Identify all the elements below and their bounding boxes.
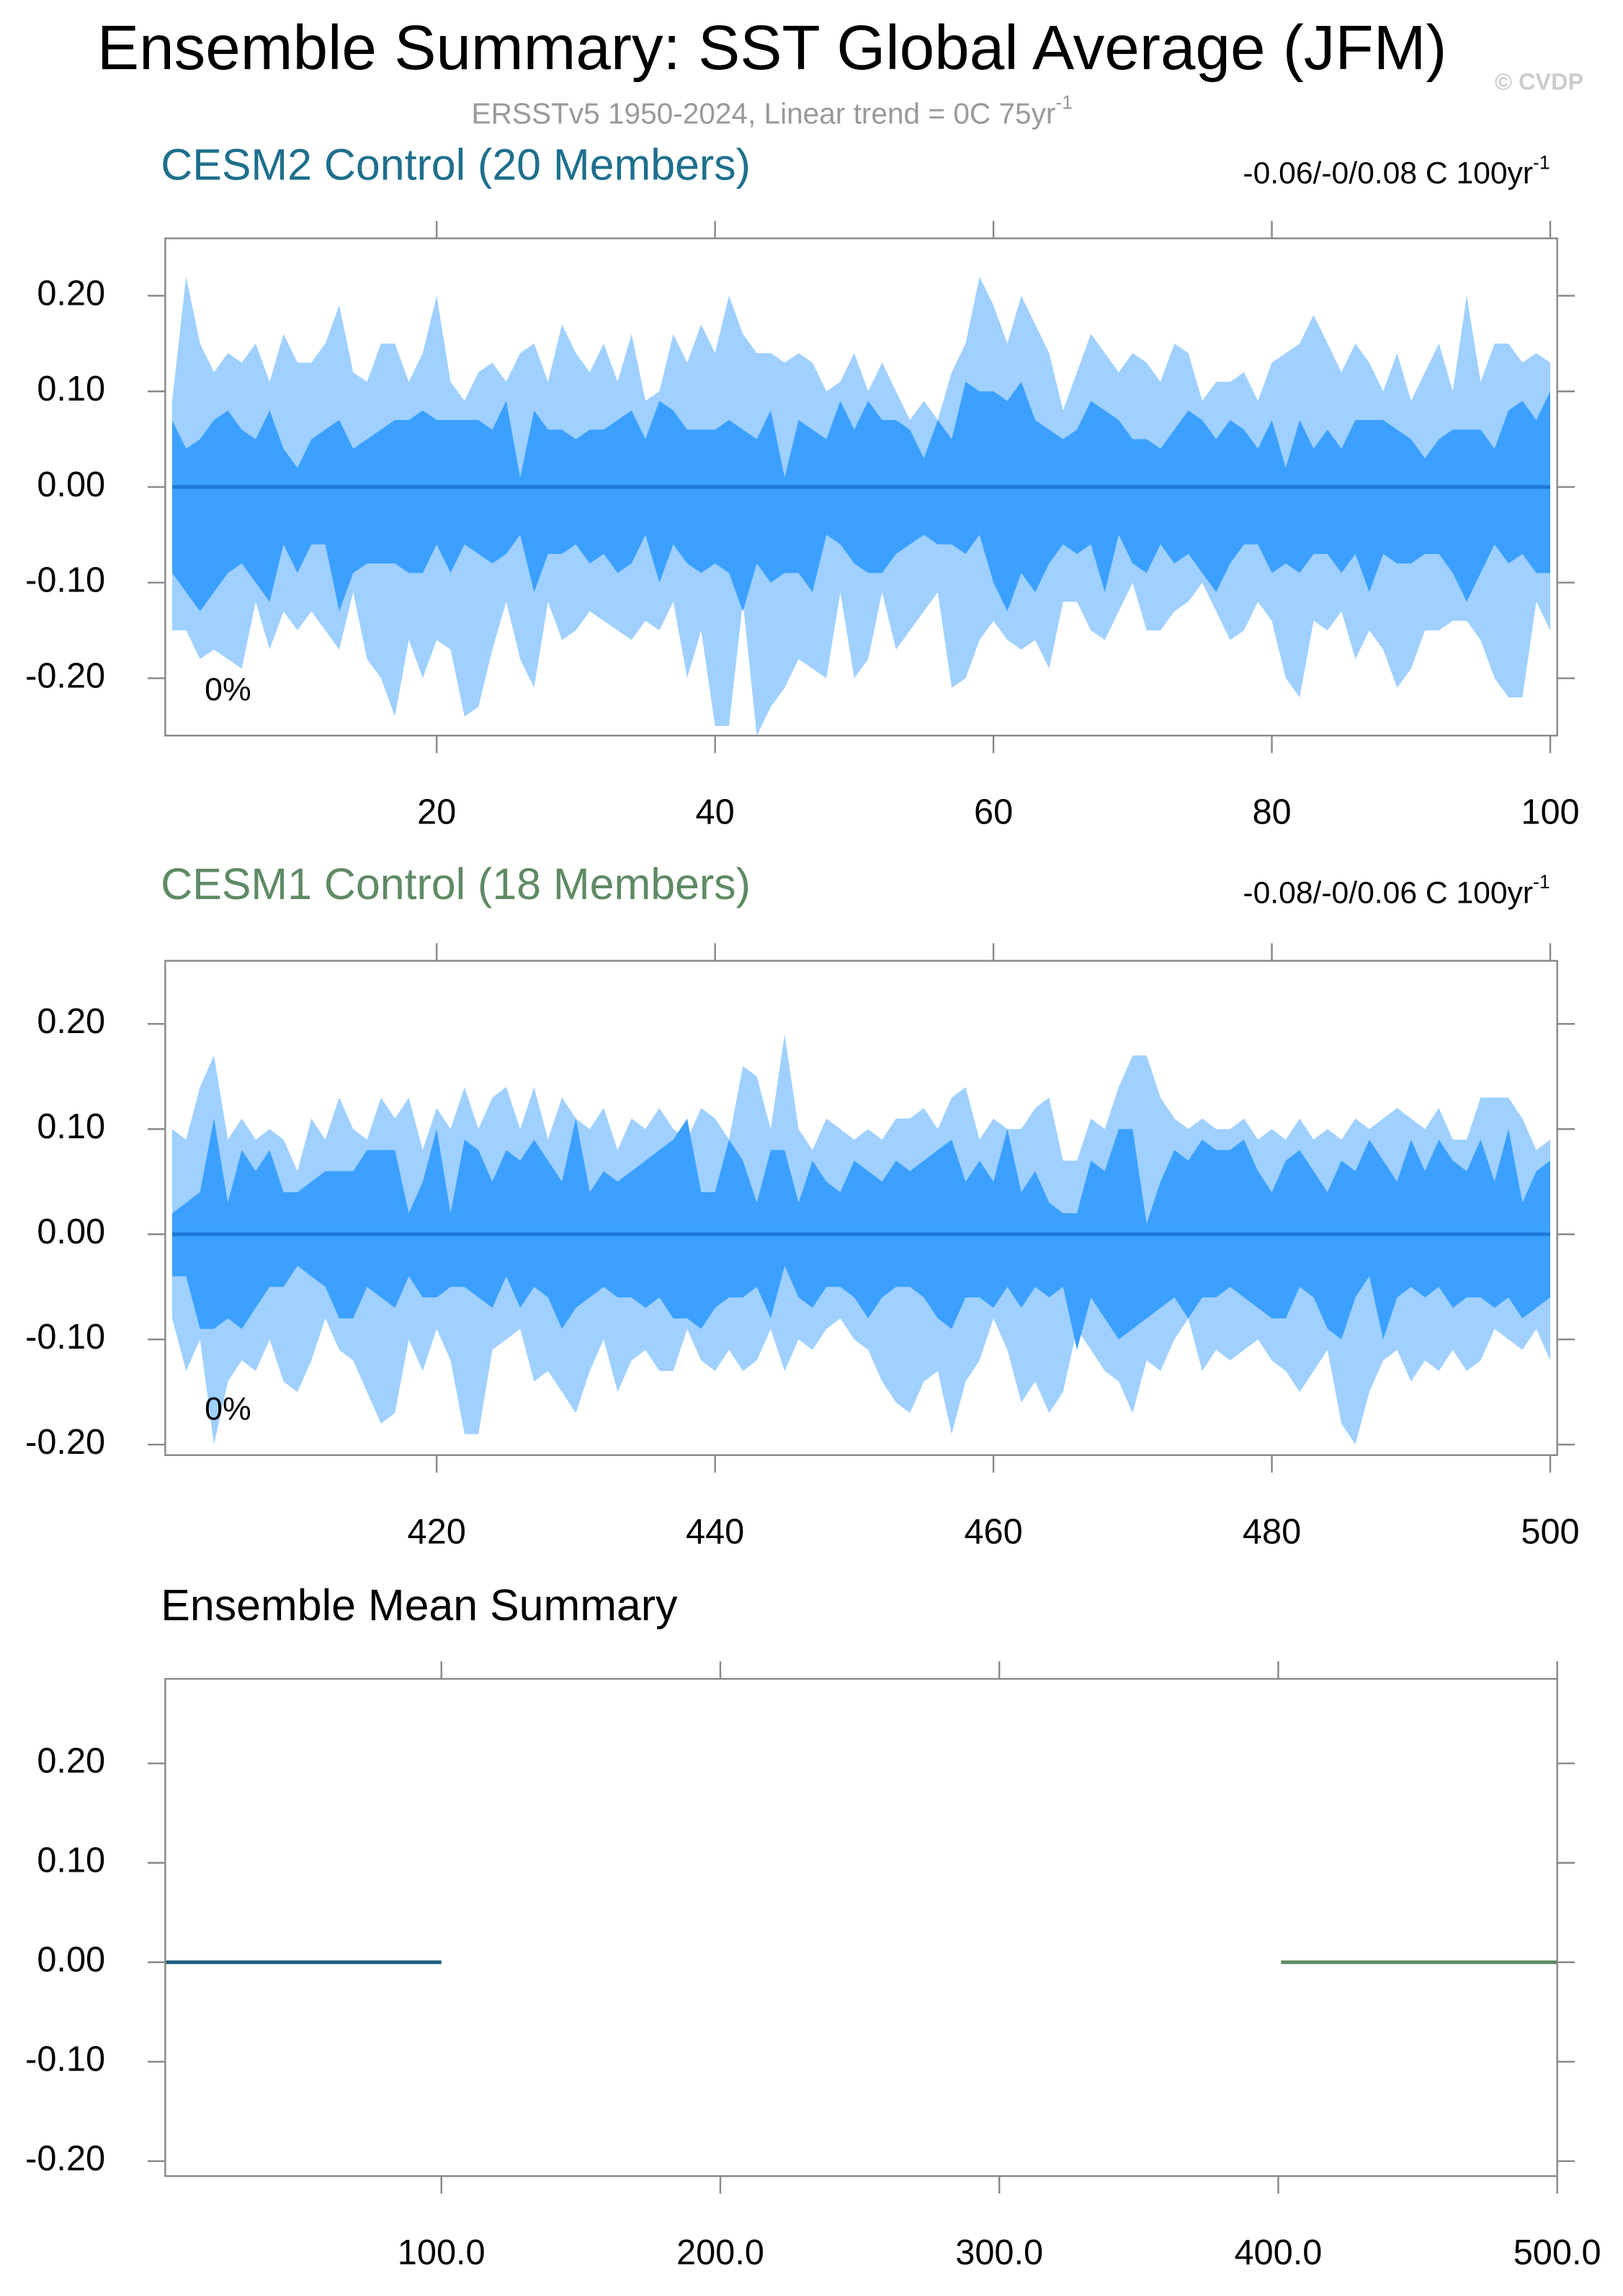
y-tick-label: -0.10 xyxy=(25,561,105,600)
x-tick-label: 480 xyxy=(1243,1512,1301,1551)
x-tick-label: 100 xyxy=(1521,793,1579,832)
y-tick-label: 0.00 xyxy=(37,1212,105,1251)
y-tick-label: 0.10 xyxy=(37,1841,105,1880)
x-tick-label: 300.0 xyxy=(955,2233,1043,2272)
x-tick-label: 60 xyxy=(974,793,1013,832)
x-tick-label: 200.0 xyxy=(676,2233,764,2272)
x-tick-label: 400.0 xyxy=(1234,2233,1322,2272)
x-tick-label: 420 xyxy=(408,1512,466,1551)
spread-band xyxy=(172,381,1551,612)
x-tick-label: 500 xyxy=(1521,1512,1579,1551)
y-tick-label: -0.10 xyxy=(25,2040,105,2079)
y-tick-label: 0.10 xyxy=(37,370,105,408)
y-tick-label: 0.20 xyxy=(37,274,105,313)
panel-title: Ensemble Mean Summary xyxy=(161,1581,678,1630)
trend-superscript: -1 xyxy=(1533,871,1550,893)
y-tick-label: 0.10 xyxy=(37,1107,105,1146)
x-tick-label: 20 xyxy=(417,793,456,832)
watermark: © CVDP xyxy=(1495,68,1583,94)
x-tick-label: 440 xyxy=(686,1512,744,1551)
trend-value: -0.06/-0/0.08 C 100yr xyxy=(1243,156,1533,191)
x-tick-label: 460 xyxy=(964,1512,1022,1551)
figure-title: Ensemble Summary: SST Global Average (JF… xyxy=(97,13,1447,83)
trend-text: -0.08/-0/0.06 C 100yr-1 xyxy=(1243,871,1550,911)
trend-text: -0.06/-0/0.08 C 100yr-1 xyxy=(1243,151,1550,191)
trend-superscript: -1 xyxy=(1533,151,1550,173)
y-tick-label: -0.20 xyxy=(25,2140,105,2179)
y-tick-label: -0.10 xyxy=(25,1318,105,1357)
x-tick-label: 80 xyxy=(1252,793,1291,832)
annotation: 0% xyxy=(205,1392,251,1427)
panel-title: CESM2 Control (20 Members) xyxy=(161,140,751,189)
plot-frame xyxy=(164,960,1558,1457)
figure-subtitle: ERSSTv5 1950-2024, Linear trend = 0C 75y… xyxy=(472,91,1073,130)
x-tick-label: 100.0 xyxy=(398,2233,486,2272)
y-tick-label: -0.20 xyxy=(25,656,105,695)
y-tick-label: -0.20 xyxy=(25,1423,105,1462)
annotation: 0% xyxy=(205,672,251,707)
y-tick-label: 0.20 xyxy=(37,1742,105,1781)
x-tick-label: 500.0 xyxy=(1514,2233,1601,2272)
plot-frame xyxy=(164,1678,1558,2177)
subtitle-superscript: -1 xyxy=(1055,91,1072,113)
x-tick-label: 40 xyxy=(696,793,735,832)
trend-value: -0.08/-0/0.06 C 100yr xyxy=(1243,876,1533,911)
y-tick-label: 0.00 xyxy=(37,465,105,504)
panel-title: CESM1 Control (18 Members) xyxy=(161,859,751,908)
y-tick-label: 0.00 xyxy=(37,1941,105,1980)
subtitle-text: ERSSTv5 1950-2024, Linear trend = 0C 75y… xyxy=(472,97,1056,130)
y-tick-label: 0.20 xyxy=(37,1002,105,1041)
